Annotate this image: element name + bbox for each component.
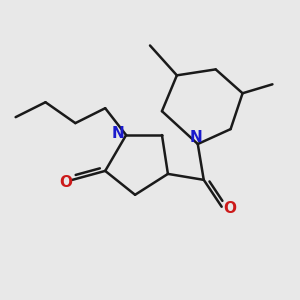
Text: O: O [223, 201, 236, 216]
Text: N: N [112, 126, 124, 141]
Text: N: N [190, 130, 203, 145]
Text: O: O [59, 175, 72, 190]
